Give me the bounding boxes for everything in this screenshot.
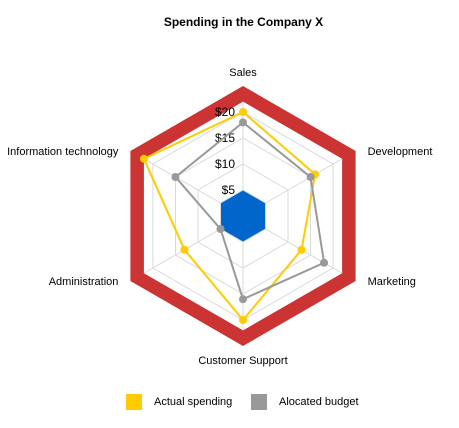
tick-label-1: $10 (215, 157, 235, 171)
series-0-point-2 (297, 245, 306, 254)
radar-chart: $5$10$15$20SalesDevelopmentMarketingCust… (7, 67, 433, 367)
legend-swatch-actual-spending (126, 394, 142, 410)
series-0-point-3 (239, 316, 247, 324)
axis-spoke-5 (143, 158, 221, 204)
category-label-sales: Sales (229, 67, 257, 79)
tick-label-3: $20 (215, 105, 235, 119)
legend-label-actual-spending: Actual spending (154, 396, 233, 408)
category-label-administration: Administration (49, 276, 119, 288)
series-1-point-4 (216, 225, 225, 233)
chart-title: Spending in the Company X (163, 15, 324, 29)
series-0-point-4 (180, 245, 189, 254)
band-0 (220, 190, 266, 242)
axis-spoke-1 (265, 158, 343, 204)
series-1-point-5 (171, 173, 180, 181)
legend-label-alocated-budget: Alocated budget (279, 396, 359, 408)
category-label-marketing: Marketing (368, 276, 416, 288)
series-1-point-1 (306, 173, 315, 181)
series-1-point-3 (239, 295, 247, 304)
category-label-information-technology: Information technology (7, 146, 119, 158)
series-0-point-5 (139, 154, 148, 163)
series-1-point-0 (239, 118, 247, 127)
category-label-development: Development (368, 146, 433, 158)
category-label-customer-support: Customer Support (198, 355, 287, 367)
series-0-point-0 (239, 108, 247, 116)
series-1-point-2 (320, 258, 329, 267)
legend: Actual spending Alocated budget (0, 393, 459, 413)
tick-label-0: $5 (222, 183, 236, 197)
legend-swatch-alocated-budget (251, 394, 267, 410)
